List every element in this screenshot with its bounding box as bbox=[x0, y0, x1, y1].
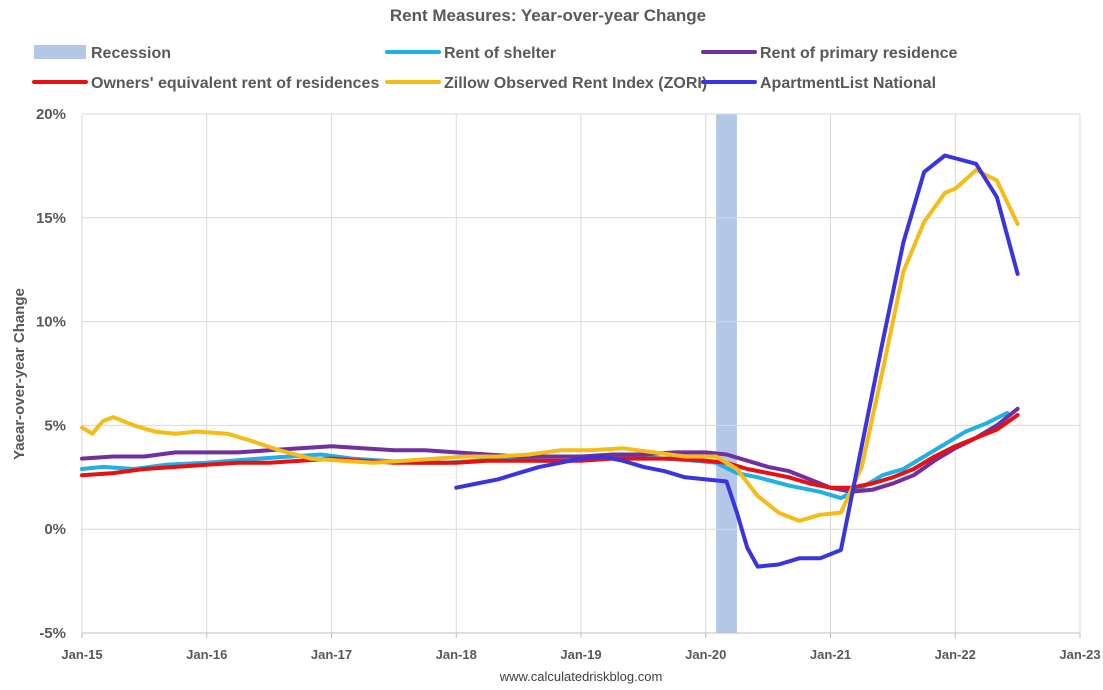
x-tick-label: Jan-22 bbox=[935, 647, 976, 662]
series-line-3 bbox=[80, 168, 1020, 523]
series-line-4 bbox=[454, 153, 1020, 569]
legend-item-3: Owners' equivalent rent of residences bbox=[32, 75, 379, 92]
chart-title: Rent Measures: Year-over-year Change bbox=[390, 6, 706, 25]
legend-label: Zillow Observed Rent Index (ZORI) bbox=[444, 75, 707, 92]
series-lines bbox=[80, 153, 1020, 569]
x-tick-label: Jan-15 bbox=[61, 647, 102, 662]
series-line-1 bbox=[80, 406, 1020, 494]
legend-label: Rent of shelter bbox=[444, 45, 556, 62]
y-tick-label: 20% bbox=[36, 106, 66, 123]
x-tick-label: Jan-18 bbox=[436, 647, 477, 662]
y-tick-label: 10% bbox=[36, 314, 66, 331]
legend-label: ApartmentList National bbox=[760, 75, 936, 92]
y-axis-label: Yaear-over-year Change bbox=[11, 288, 28, 460]
x-tick-label: Jan-23 bbox=[1059, 647, 1100, 662]
legend-item-1: Rent of shelter bbox=[385, 45, 556, 62]
y-tick-label: 0% bbox=[44, 521, 66, 538]
axes: 20% 15% 10% 5% 0% -5% Jan-15 Jan-16 Jan-17 Jan-18… bbox=[36, 106, 1101, 662]
x-tick-label: Jan-19 bbox=[560, 647, 601, 662]
x-tick-label: Jan-21 bbox=[810, 647, 851, 662]
legend-item-0: Recession bbox=[34, 45, 171, 62]
source-footer: www.calculatedriskblog.com bbox=[499, 669, 663, 684]
y-tick-label: 5% bbox=[44, 417, 66, 434]
legend-item-5: ApartmentList National bbox=[701, 75, 936, 92]
x-tick-label: Jan-17 bbox=[311, 647, 352, 662]
legend-swatch bbox=[34, 45, 86, 59]
legend-item-4: Zillow Observed Rent Index (ZORI) bbox=[385, 75, 707, 92]
plot-area bbox=[80, 113, 1081, 634]
legend-label: Owners' equivalent rent of residences bbox=[91, 75, 379, 92]
recession-band bbox=[716, 114, 737, 633]
y-tick-label: -5% bbox=[39, 625, 66, 642]
recession-band-layer bbox=[716, 114, 737, 633]
y-tick-label: 15% bbox=[36, 210, 66, 227]
series-line-2 bbox=[80, 413, 1020, 490]
legend-item-2: Rent of primary residence bbox=[701, 45, 958, 62]
legend-label: Rent of primary residence bbox=[760, 45, 958, 62]
x-tick-label: Jan-20 bbox=[685, 647, 726, 662]
legend-label: Recession bbox=[91, 45, 171, 62]
x-tick-label: Jan-16 bbox=[186, 647, 227, 662]
legend: Recession Rent of shelter Rent of primary … bbox=[32, 45, 958, 92]
